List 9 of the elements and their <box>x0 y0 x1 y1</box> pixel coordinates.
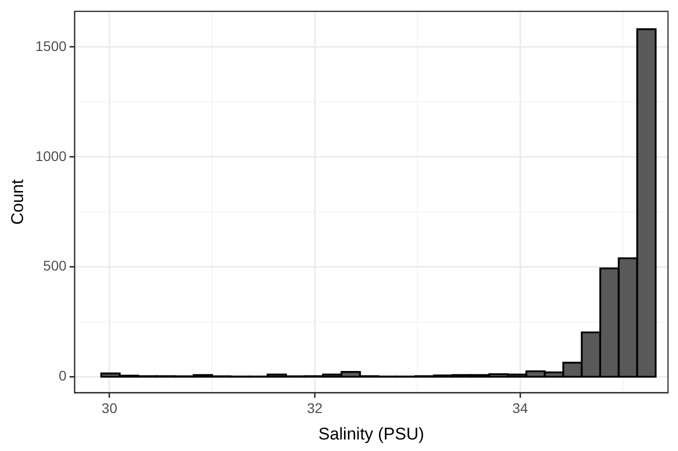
y-tick-label: 1000 <box>35 148 67 164</box>
x-tick-label: 34 <box>512 400 528 416</box>
y-tick-label: 500 <box>43 258 67 274</box>
x-tick-label: 30 <box>102 400 118 416</box>
x-tick-label: 32 <box>307 400 323 416</box>
y-tick-label: 1500 <box>35 38 67 54</box>
y-tick-label: 0 <box>58 368 67 384</box>
y-axis-title: Count <box>8 179 27 225</box>
x-axis-title: Salinity (PSU) <box>318 424 424 444</box>
